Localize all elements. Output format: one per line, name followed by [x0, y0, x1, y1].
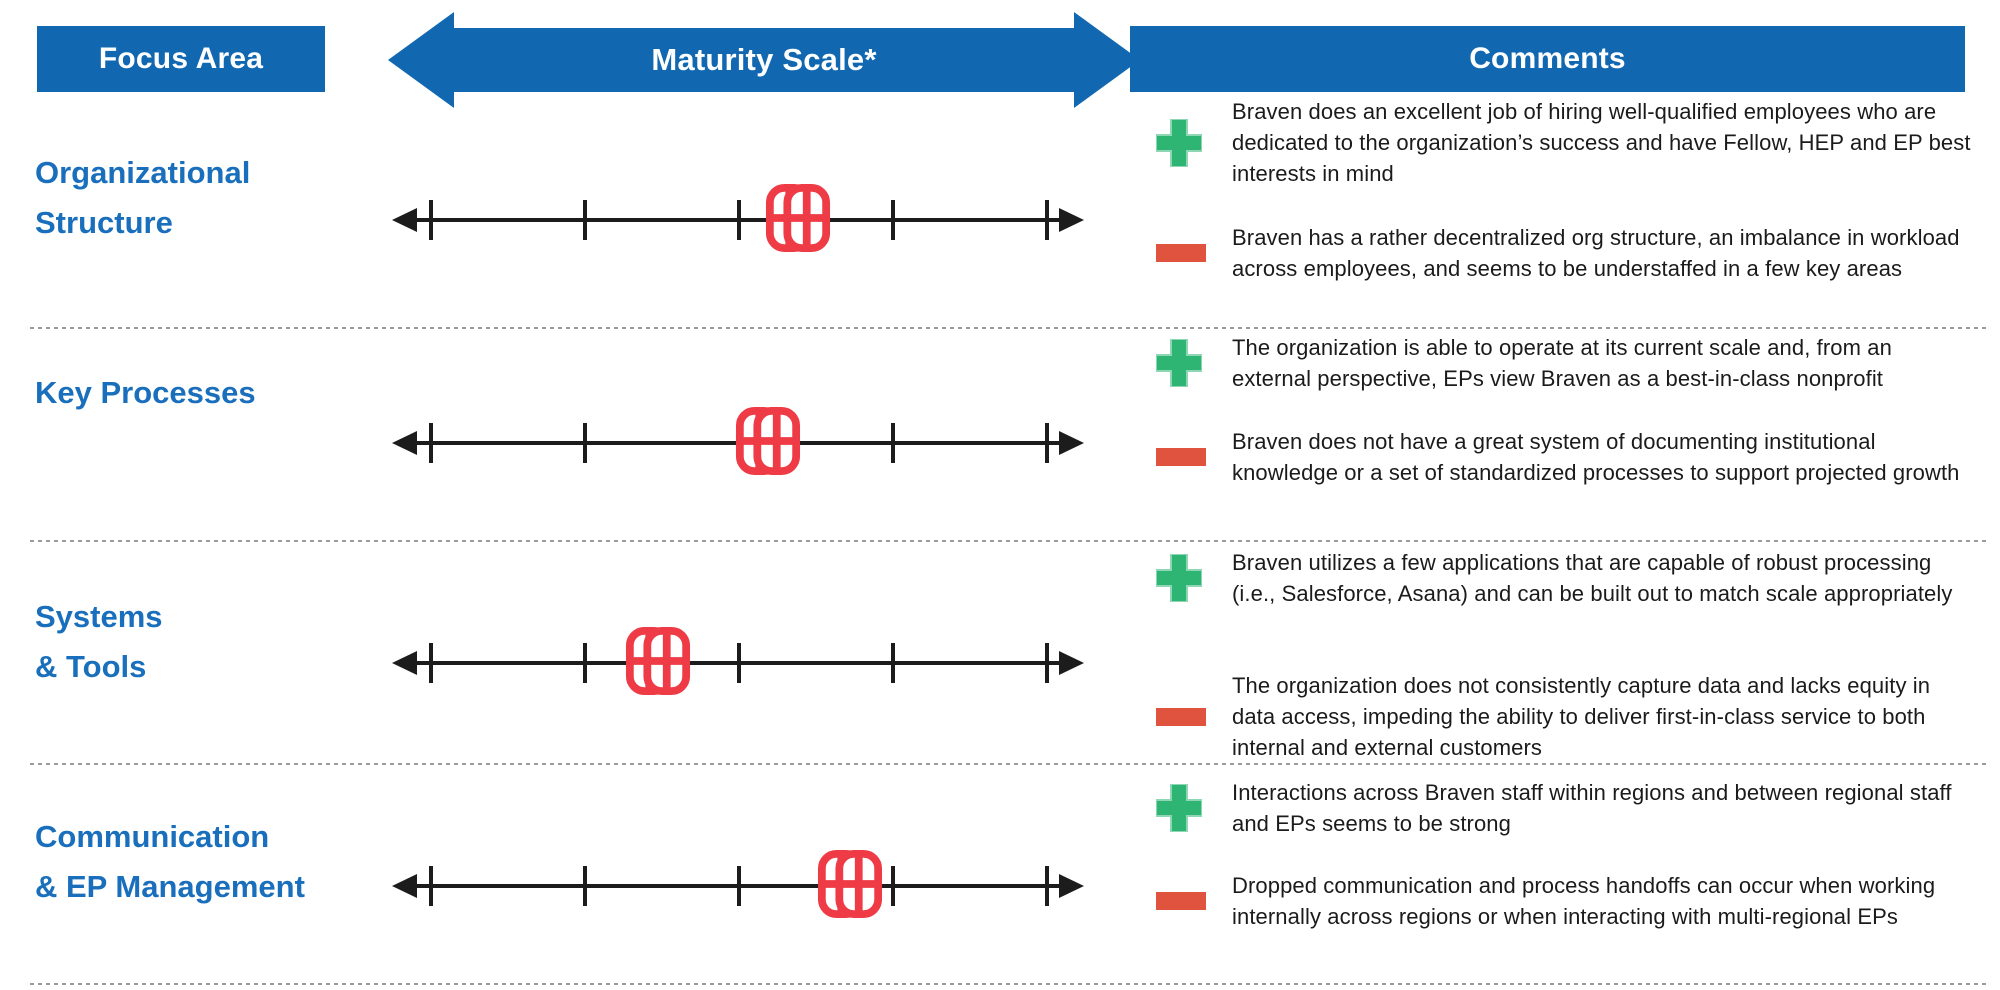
comment-negative-text: Braven has a rather decentralized org st…: [1232, 225, 1960, 281]
comment-positive-text: Braven utilizes a few applications that …: [1232, 550, 1953, 606]
scale-line-icon: [390, 198, 1086, 242]
row-label: Systems & Tools: [35, 599, 163, 684]
maturity-scale-banner: Maturity Scale*: [388, 12, 1140, 108]
comment-negative: The organization does not consistently c…: [1156, 670, 1971, 763]
minus-icon: [1156, 244, 1208, 262]
maturity-marker-icon: [625, 625, 691, 697]
comment-positive: Braven utilizes a few applications that …: [1156, 547, 1971, 609]
scale-line-icon: [390, 864, 1086, 908]
focus-area-header: Focus Area: [37, 26, 325, 92]
maturity-scale-header: Maturity Scale*: [651, 42, 877, 77]
comment-negative-text: The organization does not consistently c…: [1232, 673, 1931, 760]
minus-icon: [1156, 448, 1208, 466]
comment-negative: Dropped communication and process handof…: [1156, 870, 1971, 932]
row-separator: [30, 763, 1986, 765]
plus-icon: [1156, 784, 1208, 832]
row-separator: [30, 327, 1986, 329]
row-label: Organizational Structure: [35, 155, 251, 240]
maturity-marker-icon: [765, 182, 831, 254]
maturity-marker-icon: [817, 848, 883, 920]
scale-line-icon: [390, 641, 1086, 685]
maturity-scale-axis: [390, 618, 1086, 708]
double-arrow-banner-icon: [388, 12, 1140, 108]
comment-positive-text: Interactions across Braven staff within …: [1232, 780, 1952, 836]
maturity-scale-axis: [390, 398, 1086, 488]
comment-negative-text: Dropped communication and process handof…: [1232, 873, 1936, 929]
comment-positive: Braven does an excellent job of hiring w…: [1156, 96, 1971, 189]
comment-negative: Braven does not have a great system of d…: [1156, 426, 1971, 488]
row-separator: [30, 983, 1986, 985]
row-separator: [30, 540, 1986, 542]
row-label: Communication & EP Management: [35, 819, 305, 904]
plus-icon: [1156, 554, 1208, 602]
comment-positive: The organization is able to operate at i…: [1156, 332, 1971, 394]
minus-icon: [1156, 707, 1208, 726]
comments-header: Comments: [1130, 26, 1965, 92]
comment-positive-text: The organization is able to operate at i…: [1232, 335, 1892, 391]
minus-icon: [1156, 892, 1208, 910]
comment-positive-text: Braven does an excellent job of hiring w…: [1232, 99, 1971, 186]
comment-negative: Braven has a rather decentralized org st…: [1156, 222, 1971, 284]
maturity-marker-icon: [735, 405, 801, 477]
comment-negative-text: Braven does not have a great system of d…: [1232, 429, 1960, 485]
maturity-scale-axis: [390, 841, 1086, 931]
maturity-scale-axis: [390, 175, 1086, 265]
comment-positive: Interactions across Braven staff within …: [1156, 777, 1971, 839]
row-label: Key Processes: [35, 375, 256, 410]
plus-icon: [1156, 118, 1208, 167]
plus-icon: [1156, 339, 1208, 387]
